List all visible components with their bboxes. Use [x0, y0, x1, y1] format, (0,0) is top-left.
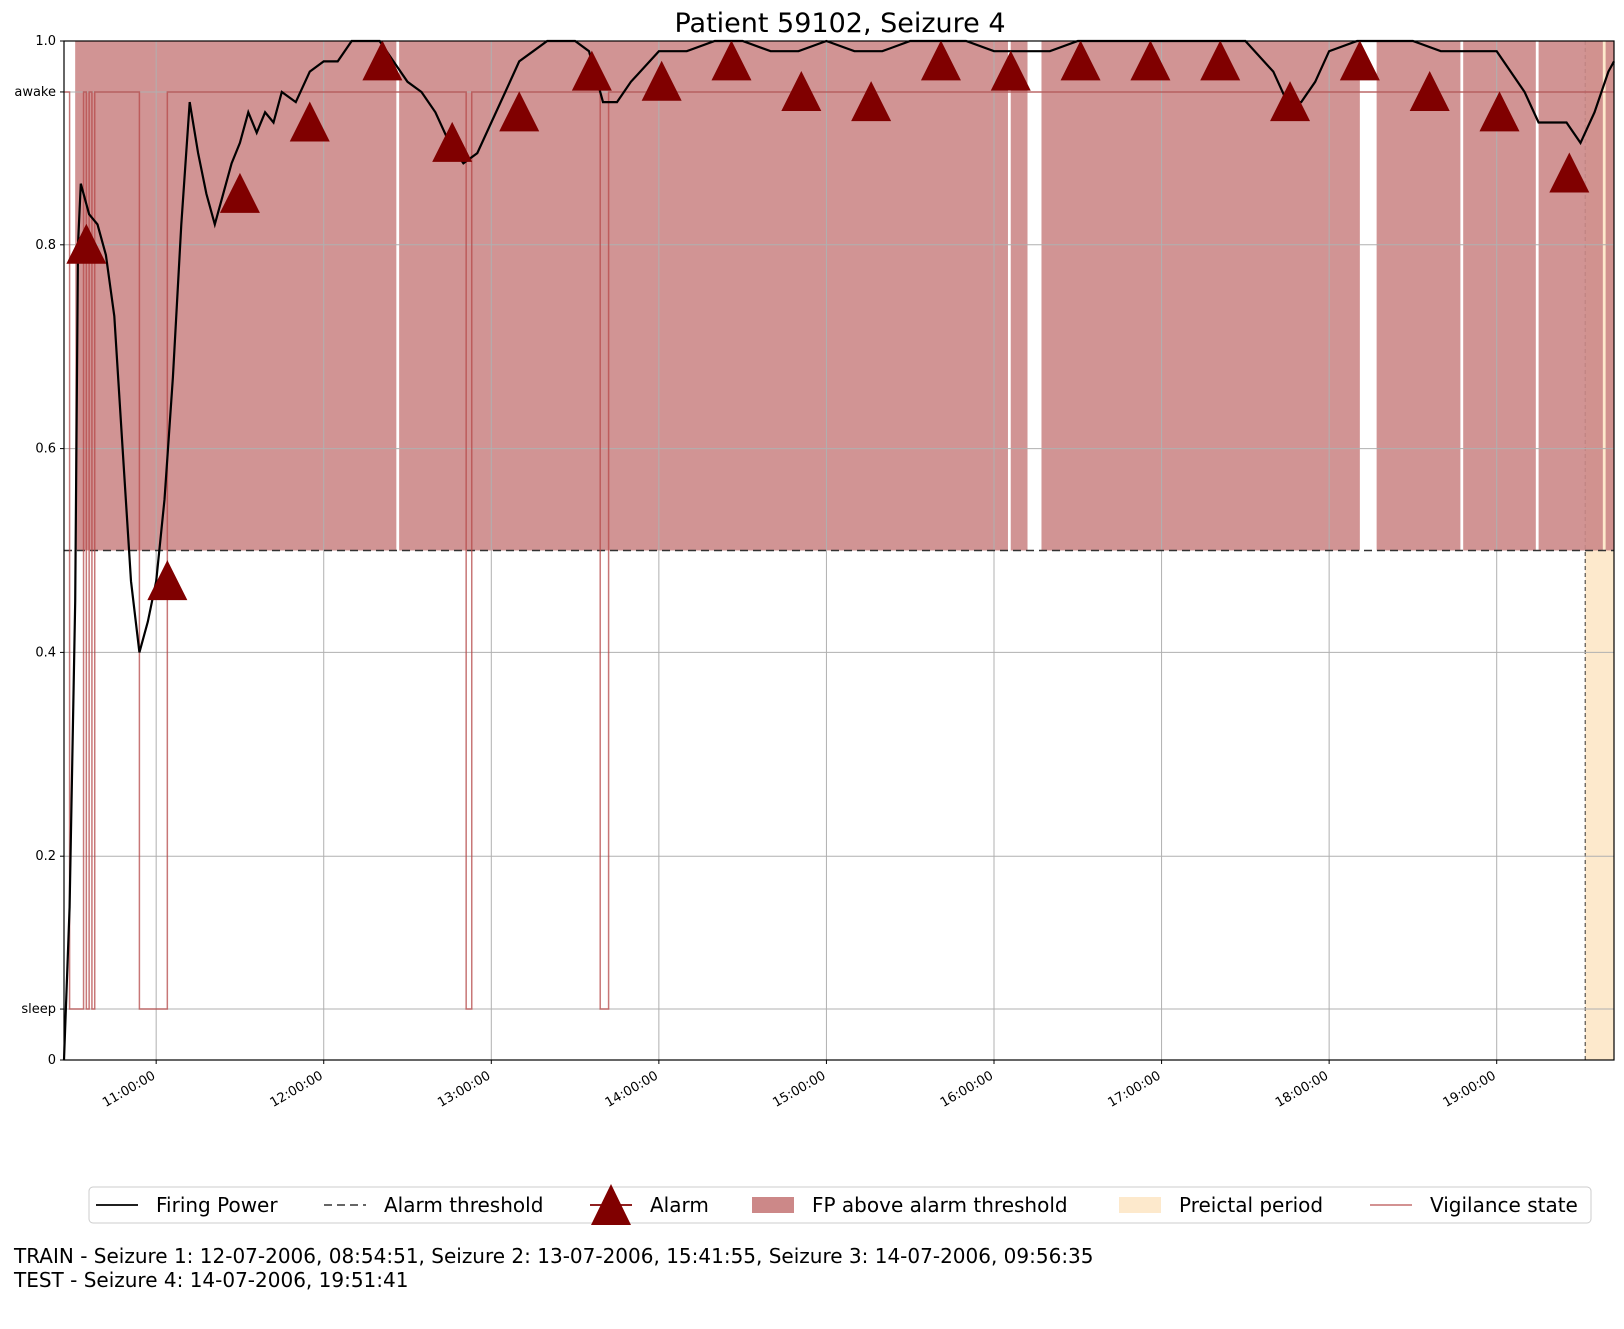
alarm-marker: [1479, 91, 1520, 132]
x-tick-label: 13:00:00: [435, 1068, 493, 1110]
x-tick-label: 14:00:00: [603, 1068, 661, 1110]
train-caption: TRAIN - Seizure 1: 12-07-2006, 08:54:51,…: [14, 1244, 1094, 1268]
y-tick-label: 0.6: [35, 442, 56, 457]
y-tick-label: 1.0: [35, 34, 56, 49]
firing-power-line: [62, 39, 1615, 1061]
alarm-marker: [1339, 40, 1380, 81]
alarm-marker: [499, 91, 540, 132]
y-tick-label: 0.2: [35, 849, 56, 864]
fp-above-threshold-region-2: [399, 41, 1008, 551]
x-tick-label: 18:00:00: [1273, 1068, 1331, 1110]
x-tick-label: 17:00:00: [1105, 1068, 1163, 1110]
legend-label: Vigilance state: [1430, 1193, 1578, 1217]
fp-above-threshold-region-7: [1538, 41, 1603, 551]
fp-above-threshold-region-5: [1376, 41, 1461, 551]
x-tick-label: 16:00:00: [938, 1068, 996, 1110]
legend-label: Alarm threshold: [384, 1193, 543, 1217]
test-caption: TEST - Seizure 4: 14-07-2006, 19:51:41: [14, 1268, 409, 1292]
legend: Firing Power Alarm threshold Alarm FP above…: [88, 1184, 1592, 1225]
plot-frame: [63, 40, 1615, 1061]
alarm-marker: [1549, 152, 1590, 193]
alarm-marker: [219, 172, 260, 213]
fp-above-threshold-region-8: [1605, 41, 1614, 551]
legend-label: Alarm: [650, 1193, 709, 1217]
fp-above-threshold-region-1: [75, 41, 397, 551]
legend-label: FP above alarm threshold: [812, 1193, 1068, 1217]
alarm-marker: [432, 121, 473, 162]
y-tick-label: 0.4: [35, 645, 56, 660]
legend-label: Preictal period: [1179, 1193, 1323, 1217]
alarm-marker: [66, 223, 107, 264]
alarm-marker: [781, 70, 822, 111]
legend-box: [88, 1186, 1592, 1224]
y-tick-label: 0.8: [35, 238, 56, 253]
x-tick-label: 15:00:00: [770, 1068, 828, 1110]
x-tick-label: 11:00:00: [100, 1068, 158, 1110]
alarm-marker: [1409, 70, 1450, 111]
alarm-marker: [990, 50, 1031, 91]
alarm-marker: [851, 81, 892, 122]
alarm-marker: [289, 101, 330, 142]
chart-title: Patient 59102, Seizure 4: [674, 8, 1005, 39]
fp-above-threshold-region-3: [1010, 41, 1028, 551]
alarm-marker: [641, 60, 682, 101]
alarm-marker: [1130, 40, 1171, 81]
legend-alarm-symbol: [591, 1184, 631, 1225]
legend-preictal-symbol: [1119, 1197, 1161, 1213]
alarm-marker: [362, 40, 403, 81]
legend-label: Firing Power: [156, 1193, 278, 1217]
alarm-marker: [1060, 40, 1101, 81]
y-tick-label: sleep: [21, 1002, 56, 1017]
vigilance-state-line: [64, 91, 1614, 1010]
alarm-marker: [1200, 40, 1241, 81]
alarm-marker: [571, 50, 612, 91]
legend-fp-above-symbol: [752, 1197, 794, 1213]
alarm-marker: [711, 40, 752, 81]
fp-above-threshold-region-4: [1041, 41, 1360, 551]
x-tick-label: 12:00:00: [268, 1068, 326, 1110]
x-tick-label: 19:00:00: [1441, 1068, 1499, 1110]
y-tick-label: awake: [14, 85, 56, 100]
alarm-marker: [920, 40, 961, 81]
alarm-marker: [147, 560, 188, 601]
y-tick-label: 0: [48, 1053, 56, 1068]
alarm-marker: [1270, 81, 1311, 122]
